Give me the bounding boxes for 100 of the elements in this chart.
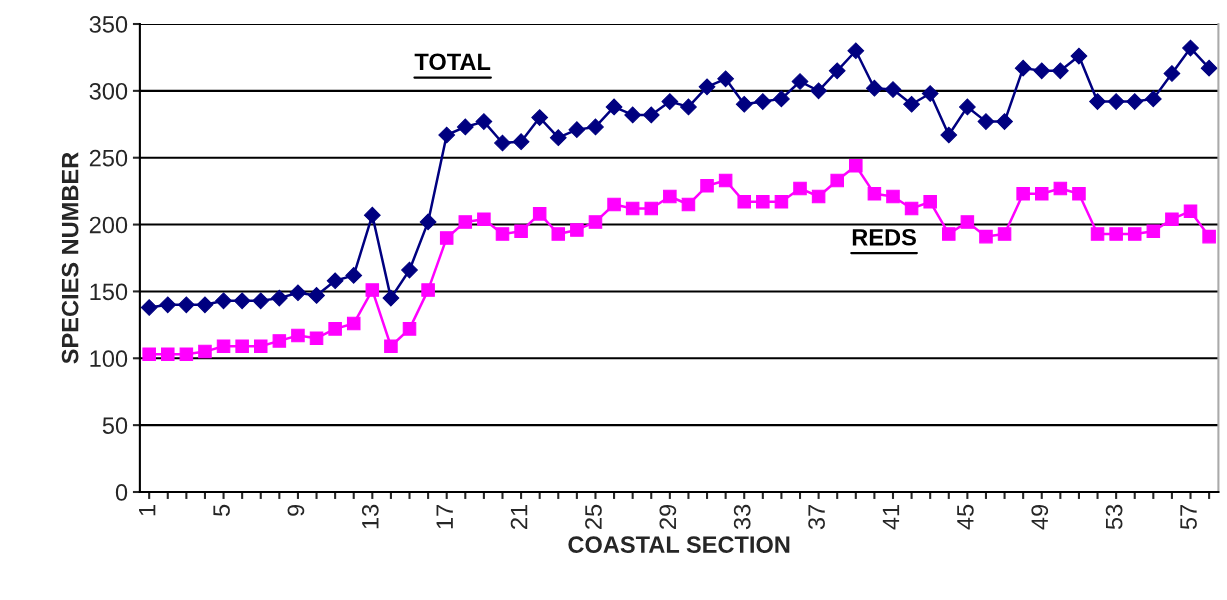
point — [198, 344, 212, 359]
point — [196, 296, 214, 314]
point — [793, 181, 807, 196]
point — [252, 292, 270, 310]
point — [940, 126, 958, 144]
point — [1165, 212, 1179, 226]
point — [644, 201, 659, 216]
point — [345, 267, 363, 284]
point — [754, 93, 772, 110]
point — [700, 179, 714, 193]
point — [996, 113, 1013, 130]
point — [291, 328, 305, 343]
point — [1051, 62, 1069, 80]
point — [142, 347, 156, 362]
point — [1146, 224, 1161, 239]
series-label: TOTAL — [414, 53, 491, 71]
point — [216, 339, 231, 354]
point — [215, 292, 232, 310]
point — [847, 42, 865, 60]
point — [568, 121, 586, 139]
y-tick-label: 0 — [115, 484, 128, 501]
point — [1014, 59, 1032, 77]
point — [475, 113, 493, 130]
point — [140, 299, 158, 316]
point — [456, 118, 474, 136]
point — [1182, 39, 1199, 57]
point — [663, 189, 677, 204]
x-tick-label: 29 — [659, 504, 677, 529]
point — [717, 70, 735, 88]
point — [1053, 181, 1068, 196]
point — [438, 126, 456, 144]
point — [1107, 93, 1125, 110]
x-tick-label: 33 — [733, 504, 751, 530]
point — [867, 187, 882, 201]
point — [605, 98, 623, 116]
point — [402, 322, 417, 336]
point — [811, 189, 826, 204]
point — [680, 98, 697, 116]
point — [401, 261, 418, 279]
point — [1126, 93, 1144, 110]
x-tick-label: 53 — [1105, 504, 1123, 530]
x-tick-label: 21 — [510, 504, 528, 529]
y-tick-label: 250 — [89, 149, 128, 167]
point — [439, 231, 454, 245]
point — [1163, 65, 1181, 82]
point — [549, 129, 567, 147]
point — [495, 227, 510, 241]
y-tick-label: 300 — [89, 82, 128, 100]
point — [773, 90, 790, 108]
point — [179, 347, 194, 362]
point — [642, 106, 660, 124]
x-axis-title: COASTAL SECTION — [568, 536, 790, 553]
point — [737, 195, 751, 209]
point — [494, 134, 511, 152]
y-axis-title: SPECIES NUMBER — [61, 152, 79, 364]
x-tick-label: 17 — [436, 504, 453, 529]
x-tick-label: 25 — [585, 504, 602, 529]
point — [588, 215, 603, 229]
point — [177, 296, 195, 314]
point — [477, 212, 491, 226]
point — [1034, 187, 1049, 201]
point — [363, 206, 381, 224]
point — [570, 223, 584, 237]
point — [532, 207, 547, 221]
point — [161, 347, 175, 362]
point — [1016, 187, 1030, 201]
x-tick-label: 49 — [1031, 504, 1049, 530]
point — [942, 227, 956, 241]
point — [624, 106, 642, 124]
point — [904, 201, 919, 216]
y-tick-label: 50 — [102, 417, 128, 434]
point — [1183, 204, 1198, 218]
point — [828, 62, 846, 80]
point — [661, 93, 679, 110]
point — [735, 95, 753, 113]
x-tick-label: 9 — [287, 504, 305, 516]
point — [531, 109, 549, 126]
point — [587, 118, 604, 136]
point — [233, 292, 251, 310]
x-tick-label: 41 — [882, 504, 900, 530]
point — [419, 213, 437, 231]
point — [979, 229, 993, 244]
point — [718, 173, 733, 188]
point — [997, 227, 1012, 241]
point — [1033, 62, 1051, 80]
point — [923, 195, 937, 209]
y-tick-label: 150 — [90, 283, 128, 301]
point — [681, 197, 696, 212]
point — [849, 158, 863, 173]
point — [159, 296, 177, 314]
point — [810, 82, 827, 100]
point — [270, 289, 288, 307]
x-tick-label: 1 — [139, 504, 156, 516]
point — [625, 201, 640, 216]
y-tick-label: 100 — [90, 350, 128, 368]
point — [830, 173, 844, 188]
point — [272, 334, 287, 348]
point — [903, 95, 920, 113]
point — [328, 322, 342, 336]
point — [512, 133, 530, 151]
